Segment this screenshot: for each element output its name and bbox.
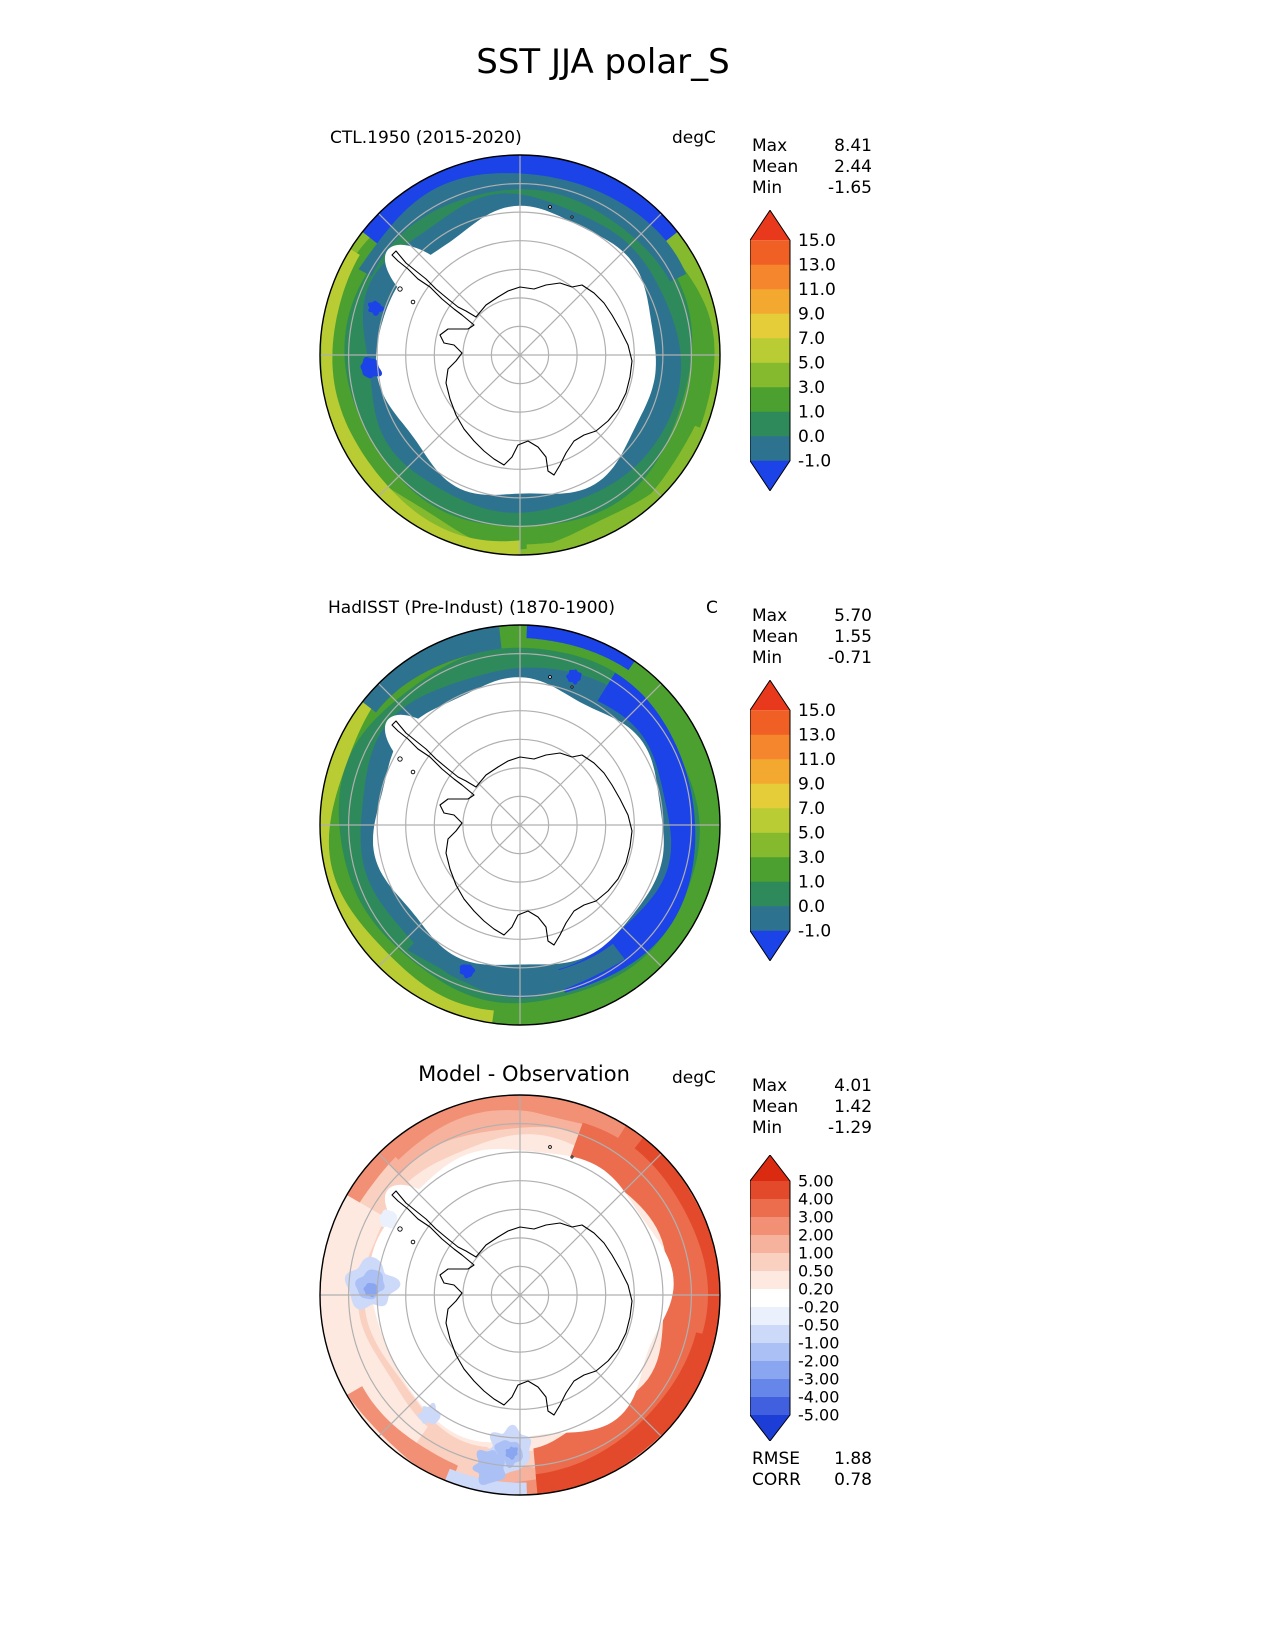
- metric-row-rmse: RMSE 1.88: [752, 1449, 872, 1470]
- colorbar-tick-label: 11.0: [798, 280, 836, 300]
- colorbar-tick-label: -1.00: [798, 1334, 839, 1353]
- antarctica-coastline: [391, 720, 633, 946]
- colorbar-tick-label: 5.00: [798, 1172, 834, 1191]
- stat-value: 8.41: [834, 136, 872, 156]
- colorbar-tick-label: 0.20: [798, 1280, 834, 1299]
- map-ctl1950: [319, 154, 721, 556]
- panel3-units: degC: [672, 1068, 716, 1088]
- colorbar-tick-label: -4.00: [798, 1388, 839, 1407]
- panel2-units: C: [706, 598, 718, 618]
- stat-value: 1.42: [834, 1097, 872, 1117]
- colorbar-tick-label: -2.00: [798, 1352, 839, 1371]
- metric-value: 1.88: [834, 1449, 872, 1469]
- colorbar-panel1: 15.0 13.0 11.0 9.0 7.0 5.0 3.0 1.0 0.0 -1.0: [750, 210, 836, 491]
- colorbar-tick-label: 0.50: [798, 1262, 834, 1281]
- metrics-panel3: RMSE 1.88 CORR 0.78: [752, 1449, 872, 1491]
- stat-row-mean: Mean 1.55: [752, 627, 872, 648]
- panel2-label: HadISST (Pre-Indust) (1870-1900): [328, 598, 616, 618]
- panel1-label: CTL.1950 (2015-2020): [330, 128, 522, 148]
- stats-panel1: Max 8.41 Mean 2.44 Min -1.65: [752, 136, 872, 199]
- stat-label: Min: [752, 178, 783, 198]
- colorbar-tick-label: 1.00: [798, 1244, 834, 1263]
- map-model-minus-observation: [319, 1094, 721, 1496]
- colorbar-tick-label: 3.0: [798, 848, 825, 868]
- metric-row-corr: CORR 0.78: [752, 1470, 872, 1491]
- stat-row-min: Min -0.71: [752, 648, 872, 669]
- colorbar-tick-label: 0.0: [798, 897, 825, 917]
- stat-value: 2.44: [834, 157, 872, 177]
- stat-value: -1.65: [828, 178, 872, 198]
- colorbar-tick-label: -5.00: [798, 1406, 839, 1425]
- stat-label: Max: [752, 1076, 788, 1096]
- colorbar-tick-label: 7.0: [798, 329, 825, 349]
- colorbar-tick-label: 5.0: [798, 824, 825, 844]
- stat-value: 1.55: [834, 627, 872, 647]
- metric-label: RMSE: [752, 1449, 801, 1469]
- colorbar-tick-label: -3.00: [798, 1370, 839, 1389]
- colorbar-tick-label: 0.0: [798, 427, 825, 447]
- stat-row-mean: Mean 2.44: [752, 157, 872, 178]
- stat-label: Mean: [752, 1097, 799, 1117]
- colorbar-tick-label: 4.00: [798, 1190, 834, 1209]
- stat-row-mean: Mean 1.42: [752, 1097, 872, 1118]
- colorbar-tick-label: 5.0: [798, 354, 825, 374]
- colorbar-tick-label: 7.0: [798, 799, 825, 819]
- colorbar-tick-label: 9.0: [798, 305, 825, 325]
- stat-row-min: Min -1.65: [752, 178, 872, 199]
- panel1-units: degC: [672, 128, 716, 148]
- metric-label: CORR: [752, 1470, 801, 1490]
- map-hadisst: [319, 624, 721, 1026]
- colorbar-tick-label: 13.0: [798, 256, 836, 276]
- stat-row-min: Min -1.29: [752, 1118, 872, 1139]
- colorbar-tick-label: -1.0: [798, 922, 831, 942]
- stat-value: -0.71: [828, 648, 872, 668]
- stat-label: Mean: [752, 157, 799, 177]
- stat-value: 5.70: [834, 606, 872, 626]
- stats-panel2: Max 5.70 Mean 1.55 Min -0.71: [752, 606, 872, 669]
- stat-label: Mean: [752, 627, 799, 647]
- colorbar-tick-label: 15.0: [798, 701, 836, 721]
- panel3-label: Model - Observation: [418, 1062, 630, 1086]
- antarctica-coastline: [391, 250, 633, 476]
- colorbar-tick-label: 3.0: [798, 378, 825, 398]
- colorbar-tick-label: 1.0: [798, 873, 825, 893]
- colorbar-tick-label: 9.0: [798, 775, 825, 795]
- stat-label: Min: [752, 1118, 783, 1138]
- stat-row-max: Max 4.01: [752, 1076, 872, 1097]
- colorbar-tick-label: 15.0: [798, 231, 836, 251]
- colorbar-tick-label: 2.00: [798, 1226, 834, 1245]
- colorbar-tick-label: -0.20: [798, 1298, 839, 1317]
- stat-value: -1.29: [828, 1118, 872, 1138]
- colorbar-tick-label: -0.50: [798, 1316, 839, 1335]
- figure-title: SST JJA polar_S: [476, 42, 730, 82]
- metric-value: 0.78: [834, 1470, 872, 1490]
- stat-value: 4.01: [834, 1076, 872, 1096]
- stat-row-max: Max 8.41: [752, 136, 872, 157]
- colorbar-tick-label: 11.0: [798, 750, 836, 770]
- stats-panel3: Max 4.01 Mean 1.42 Min -1.29: [752, 1076, 872, 1139]
- stat-label: Min: [752, 648, 783, 668]
- colorbar-tick-label: 13.0: [798, 726, 836, 746]
- stat-label: Max: [752, 606, 788, 626]
- colorbar-tick-label: 3.00: [798, 1208, 834, 1227]
- stat-label: Max: [752, 136, 788, 156]
- colorbar-tick-label: -1.0: [798, 452, 831, 472]
- colorbar-tick-label: 1.0: [798, 403, 825, 423]
- antarctica-coastline: [391, 1190, 633, 1416]
- colorbar-panel2: 15.0 13.0 11.0 9.0 7.0 5.0 3.0 1.0 0.0 -1.0: [750, 680, 836, 961]
- stat-row-max: Max 5.70: [752, 606, 872, 627]
- colorbar-panel3: 5.004.003.002.001.000.500.20-0.20-0.50-1…: [750, 1155, 839, 1441]
